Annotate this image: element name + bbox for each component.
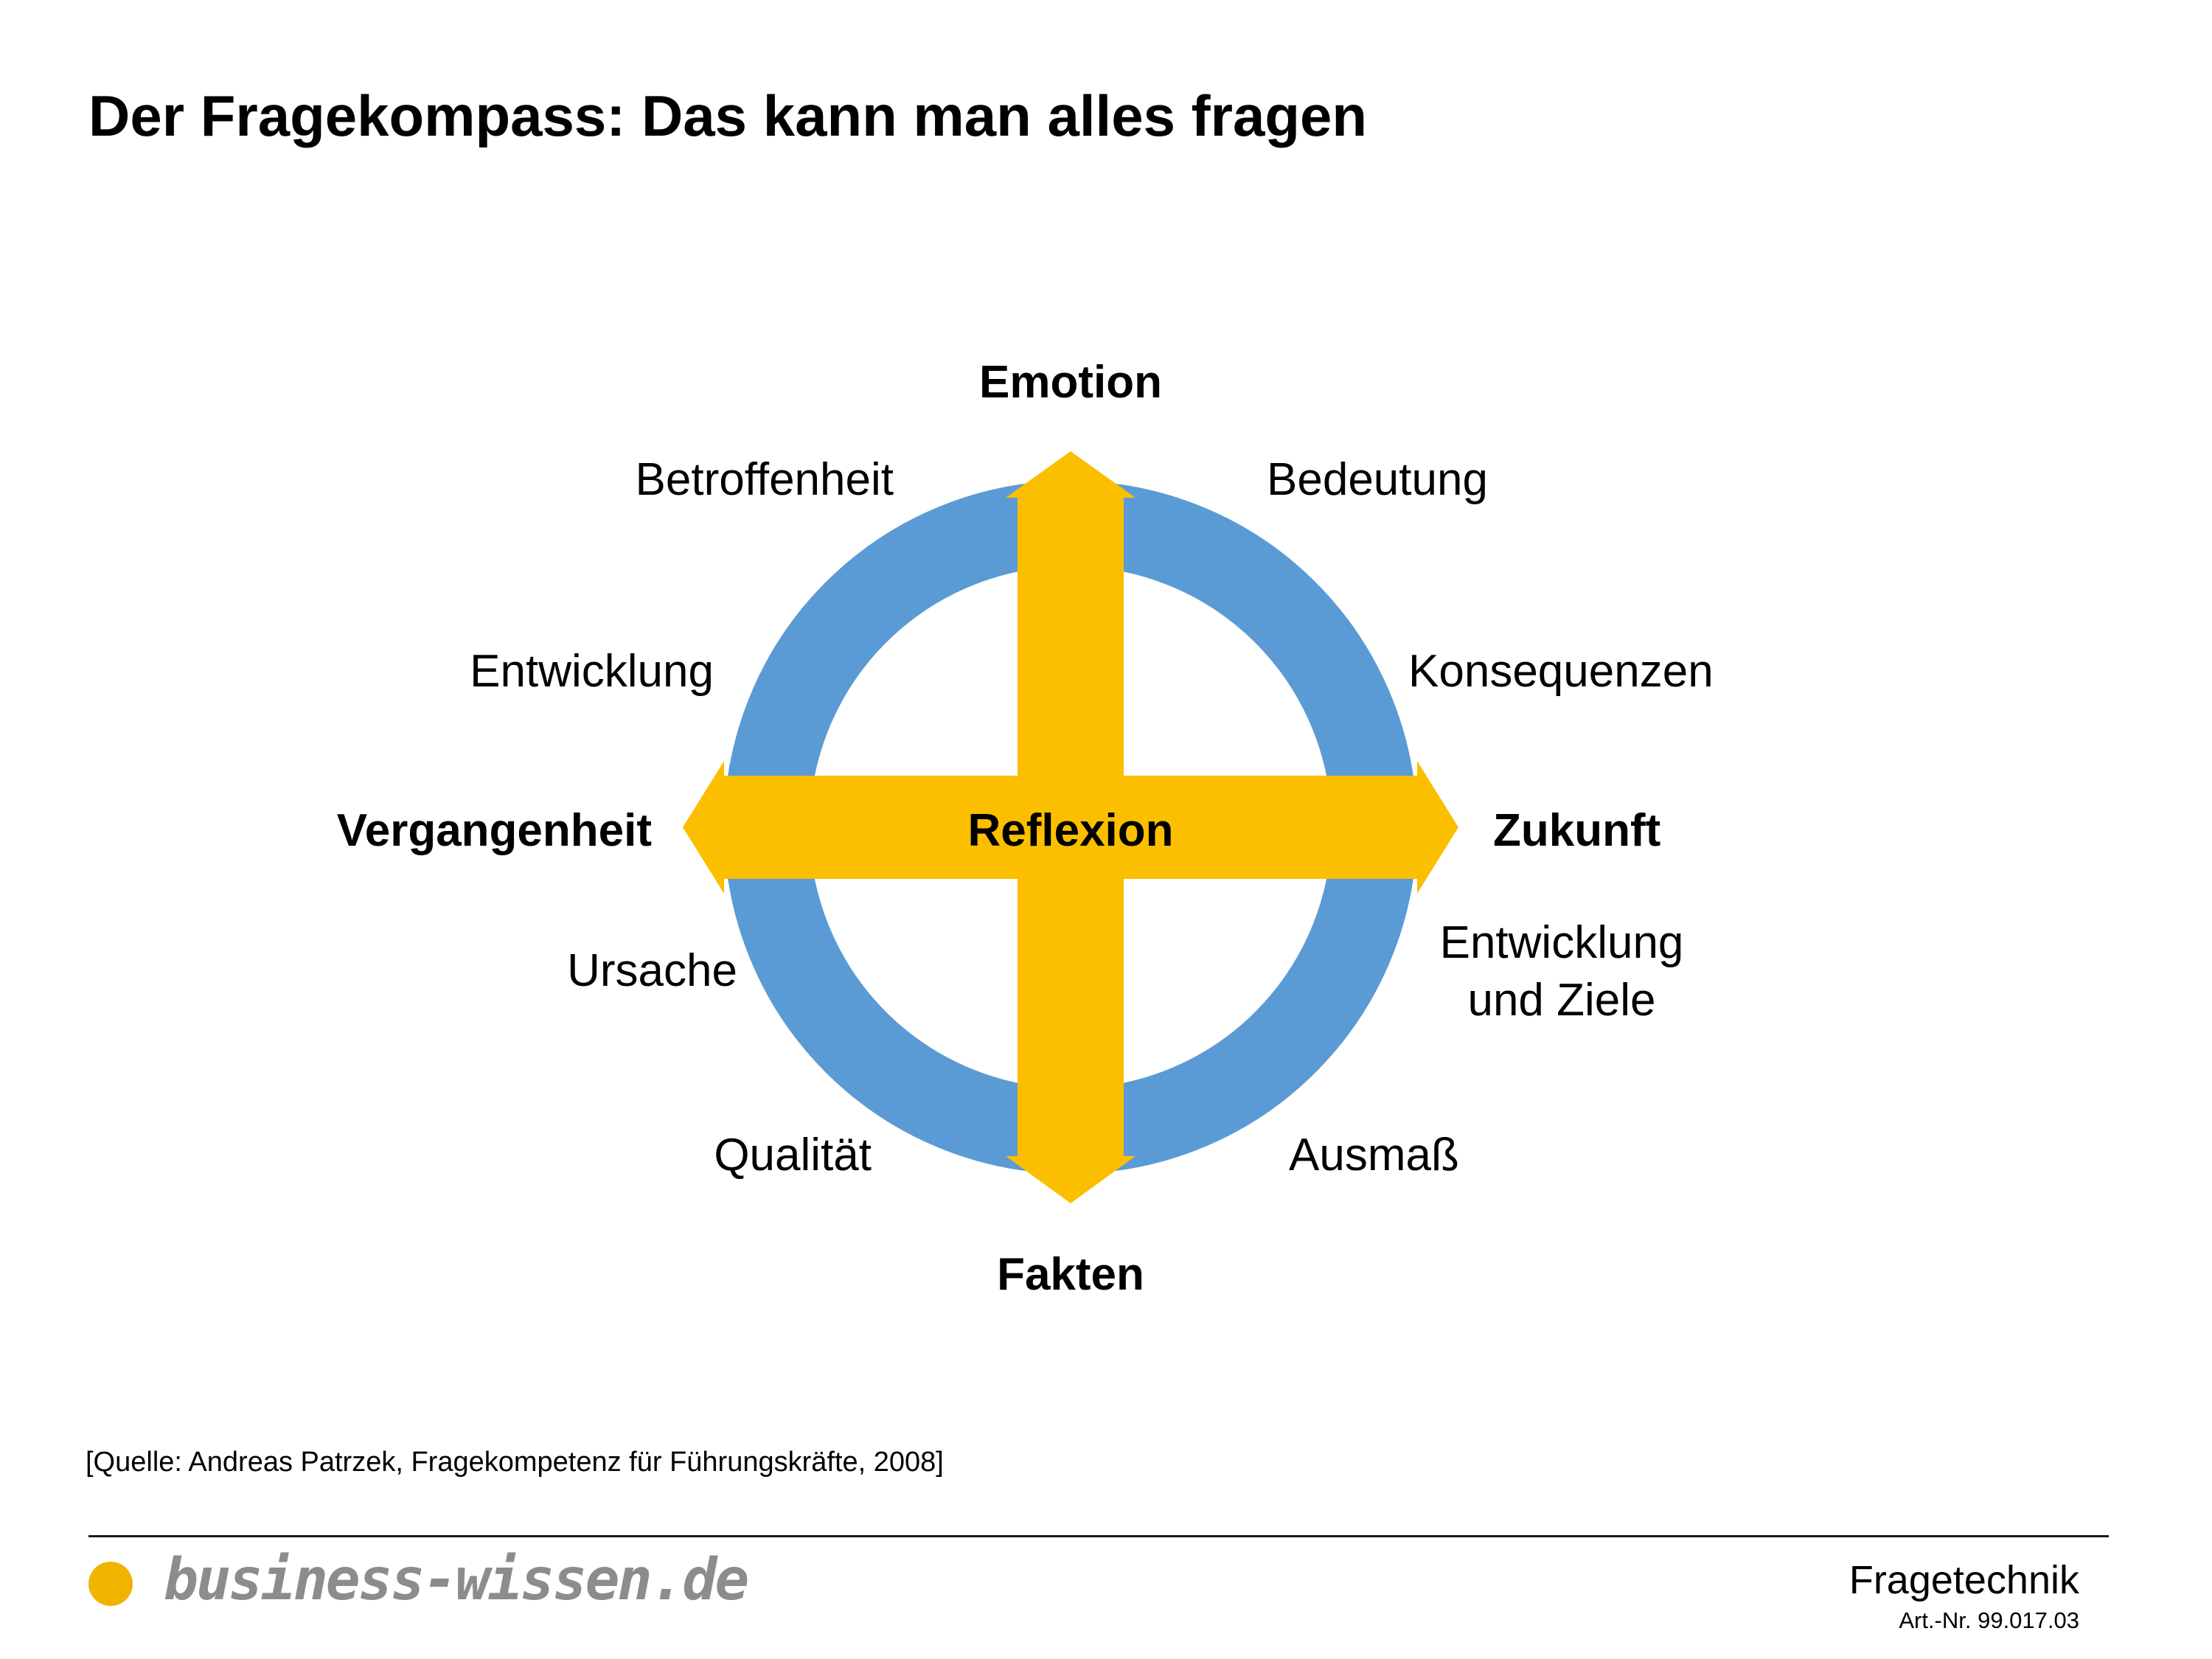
- label-betroffenheit: Betroffenheit: [635, 454, 894, 505]
- footer-divider: [88, 1535, 2109, 1537]
- footer-topic: Fragetechnik: [1848, 1558, 2079, 1602]
- label-emotion: Emotion: [979, 357, 1162, 408]
- arrow-horizontal: [683, 761, 1458, 894]
- label-entwicklung: Entwicklung: [470, 646, 714, 697]
- label-ursache: Ursache: [567, 945, 737, 996]
- label-entwicklung-und-ziele: Entwicklung und Ziele: [1440, 914, 1684, 1029]
- label-bedeutung: Bedeutung: [1267, 454, 1488, 505]
- source-citation: [Quelle: Andreas Patrzek, Fragekompetenz…: [86, 1447, 944, 1478]
- page-title: Der Fragekompass: Das kann man alles fra…: [88, 83, 1368, 148]
- label-entwicklung-und-ziele-line1: Entwicklung: [1439, 917, 1684, 968]
- brand-logo-text: business-wissen.de: [164, 1547, 749, 1613]
- label-zukunft: Zukunft: [1493, 805, 1661, 856]
- circle-dot-icon: [88, 1562, 133, 1606]
- label-konsequenzen: Konsequenzen: [1408, 646, 1714, 697]
- label-fakten: Fakten: [997, 1249, 1144, 1300]
- label-reflexion: Reflexion: [967, 805, 1174, 856]
- label-qualitaet: Qualität: [714, 1130, 872, 1180]
- label-entwicklung-und-ziele-line2: und Ziele: [1467, 974, 1656, 1026]
- label-vergangenheit: Vergangenheit: [336, 805, 652, 856]
- label-ausmass: Ausmaß: [1289, 1130, 1459, 1180]
- footer-article-number: Art.-Nr. 99.017.03: [1899, 1607, 2079, 1633]
